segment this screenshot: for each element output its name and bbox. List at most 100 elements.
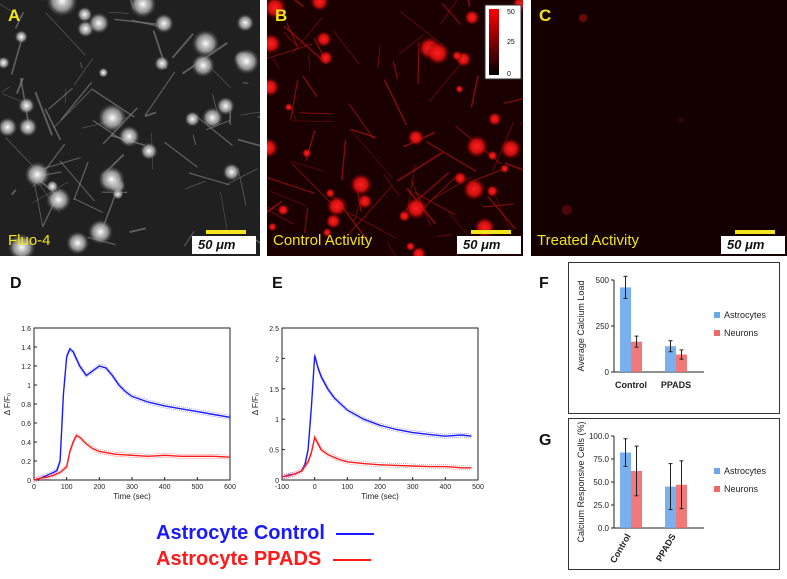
process bbox=[267, 209, 294, 225]
active-cell bbox=[462, 177, 486, 201]
process bbox=[59, 160, 96, 202]
legend-swatch bbox=[336, 532, 375, 535]
x-tick-label: 400 bbox=[159, 484, 171, 491]
series-line bbox=[33, 434, 231, 481]
astrocyte-cell bbox=[98, 166, 125, 193]
series-error-lower bbox=[33, 437, 231, 483]
active-cell bbox=[357, 193, 373, 210]
process bbox=[11, 189, 17, 196]
series-error-upper bbox=[33, 433, 231, 479]
x-tick-label: 600 bbox=[224, 484, 236, 491]
process bbox=[302, 75, 318, 98]
process bbox=[14, 11, 25, 29]
scale-label: 50 μm bbox=[463, 237, 501, 252]
x-tick-label: 200 bbox=[374, 484, 386, 491]
process bbox=[291, 17, 322, 55]
process bbox=[407, 164, 416, 207]
x-tick-label: 100 bbox=[341, 484, 353, 491]
y-axis-label: Average Calcium Load bbox=[576, 281, 586, 372]
x-axis-label: Time (sec) bbox=[361, 492, 399, 501]
process bbox=[467, 0, 471, 7]
process bbox=[171, 33, 194, 59]
process bbox=[341, 140, 347, 181]
process bbox=[192, 134, 197, 146]
astrocyte-cell bbox=[66, 231, 90, 255]
process bbox=[251, 236, 260, 244]
y-tick-label: 0.0 bbox=[598, 524, 610, 533]
process bbox=[504, 162, 523, 171]
process bbox=[79, 62, 83, 69]
process bbox=[108, 11, 129, 14]
legend-label: Astrocytes bbox=[724, 310, 767, 320]
process bbox=[91, 88, 135, 118]
active-cell bbox=[277, 204, 290, 216]
process bbox=[267, 43, 313, 59]
process bbox=[144, 71, 176, 116]
x-tick-label: 400 bbox=[439, 484, 451, 491]
process bbox=[73, 198, 104, 214]
process bbox=[377, 45, 381, 68]
process bbox=[383, 174, 400, 196]
active-cell bbox=[284, 103, 293, 112]
active-cell bbox=[411, 246, 427, 256]
bar bbox=[665, 346, 676, 372]
y-tick-label: 1 bbox=[27, 383, 31, 390]
active-cell bbox=[487, 112, 502, 126]
treated-activity-map bbox=[562, 14, 684, 215]
active-cell bbox=[301, 148, 312, 158]
y-tick-label: 2.5 bbox=[269, 326, 279, 333]
series-line bbox=[33, 347, 231, 481]
process bbox=[257, 116, 260, 118]
fluo4-micrograph bbox=[0, 0, 260, 256]
scale-bar-box bbox=[721, 236, 785, 254]
x-tick-label: 100 bbox=[61, 484, 73, 491]
active-cell bbox=[267, 77, 280, 97]
astrocyte-cell bbox=[88, 12, 110, 34]
active-cell bbox=[453, 171, 468, 185]
process bbox=[240, 111, 260, 116]
astrocyte-cell bbox=[18, 97, 35, 115]
process bbox=[185, 180, 206, 190]
y-tick-label: 100.0 bbox=[589, 432, 610, 441]
panel-letter: C bbox=[539, 6, 552, 25]
process bbox=[0, 3, 22, 18]
scale-label: 50 μm bbox=[727, 237, 765, 252]
active-cell bbox=[310, 0, 329, 12]
process bbox=[428, 60, 464, 102]
process bbox=[15, 77, 24, 94]
process bbox=[34, 185, 44, 228]
y-axis-label: Δ F/F₀ bbox=[3, 393, 12, 415]
astrocyte-cell bbox=[98, 67, 109, 78]
astrocyte-cell bbox=[46, 180, 59, 193]
scale-bar-box bbox=[192, 236, 256, 254]
x-tick-label: 300 bbox=[126, 484, 138, 491]
active-cell bbox=[486, 185, 499, 198]
x-tick-label: 200 bbox=[93, 484, 105, 491]
panel-letter: A bbox=[8, 6, 21, 25]
astrocyte-cell bbox=[233, 48, 260, 75]
astrocyte-cell bbox=[46, 0, 78, 17]
astrocyte-cell bbox=[184, 111, 201, 127]
series-line bbox=[281, 435, 472, 478]
process bbox=[387, 241, 396, 256]
category-label: Control bbox=[615, 380, 647, 390]
process bbox=[237, 138, 260, 147]
process bbox=[64, 87, 67, 103]
process bbox=[483, 203, 514, 208]
y-tick-label: 0.6 bbox=[21, 421, 31, 428]
chart-f: 0 250 500 Average Calcium Load Control PPADS A… bbox=[576, 275, 767, 390]
process bbox=[53, 89, 92, 129]
colorbar-tick: 50 bbox=[507, 9, 515, 16]
active-cell bbox=[325, 213, 342, 229]
panel-letter: G bbox=[539, 432, 552, 449]
process bbox=[293, 0, 305, 8]
series-line bbox=[281, 355, 472, 478]
process bbox=[383, 79, 408, 126]
process bbox=[436, 234, 452, 238]
legend-label: Neurons bbox=[724, 328, 759, 338]
scale-bar bbox=[206, 230, 246, 234]
process bbox=[45, 12, 86, 56]
astrocyte-cell bbox=[0, 56, 10, 70]
panel-letter: F bbox=[539, 275, 549, 292]
bar bbox=[620, 452, 631, 528]
